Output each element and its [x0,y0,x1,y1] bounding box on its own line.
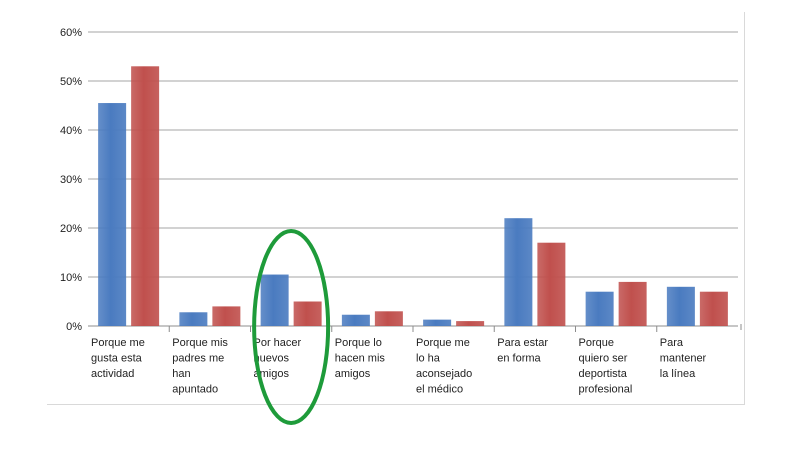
bar [260,274,289,326]
y-tick-label: 20% [60,223,82,235]
x-tick-label: amigos [335,368,371,380]
bar [504,218,533,326]
bar [341,314,370,326]
x-tick-label: padres me [172,353,224,365]
bar [179,312,208,326]
bar [293,301,322,326]
x-tick-label: lo ha [416,353,441,365]
bar [618,281,647,326]
x-tick-label: el médico [416,384,463,396]
y-tick-label: 50% [60,76,82,88]
bar [537,242,566,326]
x-tick-label: amigos [254,368,290,380]
x-tick-label: Porque me [91,337,145,349]
bar [212,306,241,326]
x-tick-label: profesional [579,384,633,396]
bar [131,66,160,327]
y-tick-label: 30% [60,174,82,186]
x-tick-label: Para estar [497,337,548,349]
x-tick-label: aconsejado [416,368,472,380]
x-tick-label: la línea [660,368,696,380]
x-tick-label: han [172,368,190,380]
gridlines [88,31,742,332]
x-axis-labels: Porque me gusta esta actividad Porque mis pa… [91,337,707,396]
bar [456,321,485,326]
highlight-layer [252,229,331,425]
x-tick-label: nuevos [254,353,290,365]
x-tick-label: Porque mis [172,337,228,349]
y-axis-ticks: 0% 10% 20% 30% 40% 50% 60% [60,27,82,333]
x-tick-label: Por hacer [254,337,302,349]
bar [699,291,728,326]
bar [98,103,127,326]
x-tick-label: mantener [660,353,707,365]
bar [585,291,614,326]
chart-frame [47,12,745,405]
x-tick-label: apuntado [172,384,218,396]
bar [423,319,452,326]
bars [98,66,728,327]
highlight-circle [252,229,331,425]
x-tick-label: hacen mis [335,353,386,365]
x-tick-label: Para [660,337,684,349]
y-tick-label: 0% [66,321,82,333]
x-tick-label: gusta esta [91,353,143,365]
x-tick-label: Porque [579,337,614,349]
y-tick-label: 10% [60,272,82,284]
x-tick-label: Porque lo [335,337,382,349]
x-tick-label: deportista [579,368,628,380]
bar [374,311,403,326]
x-tick-label: Porque me [416,337,470,349]
y-tick-label: 40% [60,125,82,137]
bar [666,286,695,326]
x-tick-label: quiero ser [579,353,628,365]
x-tick-label: en forma [497,353,541,365]
x-tick-label: actividad [91,368,134,380]
y-tick-label: 60% [60,27,82,39]
